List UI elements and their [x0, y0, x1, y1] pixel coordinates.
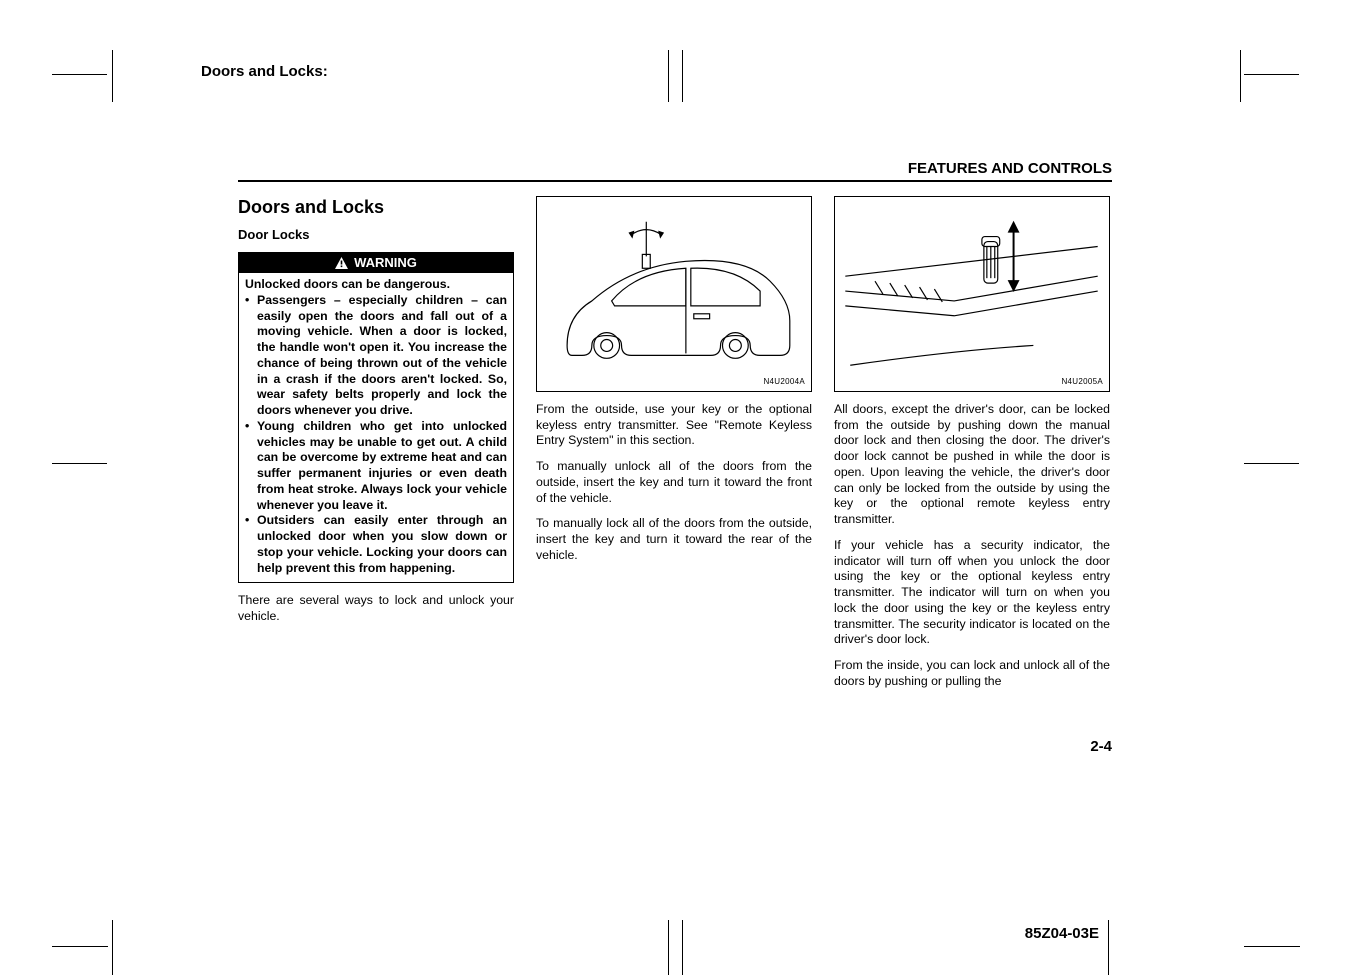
column-1: Doors and Locks Door Locks WARNING Unloc…	[238, 196, 514, 699]
subsection-title: Door Locks	[238, 227, 514, 244]
crop-mark	[682, 920, 683, 975]
crop-mark	[668, 920, 669, 975]
body-paragraph: All doors, except the driver's door, can…	[834, 402, 1110, 528]
door-lock-illustration-icon	[835, 197, 1109, 391]
crop-mark	[1244, 463, 1299, 464]
crop-mark	[52, 74, 107, 75]
warning-bullet: Young children who get into unlocked veh…	[245, 419, 507, 513]
column-2: N4U2004A From the outside, use your key …	[536, 196, 812, 699]
warning-box: WARNING Unlocked doors can be dangerous.…	[238, 252, 514, 584]
chapter-title: FEATURES AND CONTROLS	[238, 160, 1112, 182]
crop-mark	[682, 50, 683, 102]
warning-bullet: Passengers – especially children – can e…	[245, 293, 507, 419]
crop-mark	[52, 463, 107, 464]
crop-mark	[1244, 74, 1299, 75]
crop-mark	[1240, 50, 1241, 102]
page-content: FEATURES AND CONTROLS Doors and Locks Do…	[238, 160, 1112, 699]
figure-vehicle-key: N4U2004A	[536, 196, 812, 392]
crop-mark	[668, 50, 669, 102]
vehicle-illustration-icon	[537, 197, 811, 391]
body-paragraph: If your vehicle has a security indicator…	[834, 538, 1110, 648]
column-3: N4U2005A All doors, except the driver's …	[834, 196, 1110, 699]
warning-bullet: Outsiders can easily enter through an un…	[245, 513, 507, 576]
body-paragraph: From the outside, use your key or the op…	[536, 402, 812, 449]
section-title: Doors and Locks	[238, 196, 514, 219]
crop-mark	[1244, 946, 1300, 947]
document-code: 85Z04-03E	[1025, 925, 1099, 942]
body-paragraph: To manually lock all of the doors from t…	[536, 516, 812, 563]
page-number: 2-4	[1090, 738, 1112, 755]
figure-label: N4U2005A	[1061, 377, 1103, 387]
crop-mark	[112, 50, 113, 102]
warning-label: WARNING	[354, 255, 417, 272]
three-column-layout: Doors and Locks Door Locks WARNING Unloc…	[238, 196, 1112, 699]
warning-body: Unlocked doors can be dangerous. Passeng…	[239, 273, 513, 582]
body-paragraph: To manually unlock all of the doors from…	[536, 459, 812, 506]
crop-mark	[112, 920, 113, 975]
crop-mark	[1108, 920, 1109, 975]
warning-header: WARNING	[239, 253, 513, 274]
warning-triangle-icon	[335, 257, 348, 269]
warning-intro: Unlocked doors can be dangerous.	[245, 277, 507, 293]
figure-label: N4U2004A	[763, 377, 805, 387]
figure-door-lock: N4U2005A	[834, 196, 1110, 392]
body-paragraph: From the inside, you can lock and unlock…	[834, 658, 1110, 689]
body-paragraph: There are several ways to lock and unloc…	[238, 593, 514, 624]
running-head: Doors and Locks:	[201, 63, 328, 80]
crop-mark	[52, 946, 108, 947]
warning-list: Passengers – especially children – can e…	[245, 293, 507, 576]
